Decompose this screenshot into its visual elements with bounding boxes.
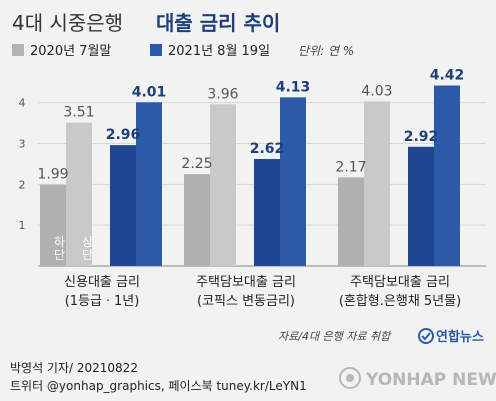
data-label-high: 4.03	[361, 83, 392, 99]
data-label-low: 2.96	[106, 127, 141, 143]
bar-high	[66, 122, 92, 266]
y-tick-label: 2	[19, 178, 26, 191]
category-label-line2: (코픽스 변동금리)	[197, 294, 295, 309]
y-tick-label: 3	[19, 138, 26, 151]
y-axis-ticks: 1 2 3 4	[19, 97, 26, 233]
data-label-high: 4.13	[276, 79, 311, 95]
y-tick-label: 4	[19, 97, 26, 110]
category-label-line1: 주택담보대출 금리	[350, 275, 450, 290]
y-tick-label: 1	[19, 219, 26, 232]
unit-label: 단위: 연 %	[298, 44, 354, 58]
credit-line-1: 박영석 기자/ 20210822	[10, 361, 138, 375]
bar-low	[338, 177, 364, 266]
category-label-line2: (1등급ㆍ1년)	[65, 294, 140, 309]
bar-high	[434, 85, 460, 267]
bar-low	[408, 146, 434, 266]
data-label-low: 2.25	[181, 156, 212, 172]
data-label-low: 2.17	[335, 159, 366, 175]
bar-low	[40, 184, 66, 266]
bars	[40, 85, 460, 267]
legend-label-2020: 2020년 7월말	[30, 44, 111, 59]
source-note: 자료/4대 은행 자료 취합	[278, 330, 392, 343]
category-labels: 신용대출 금리 (1등급ㆍ1년) 주택담보대출 금리 (코픽스 변동금리) 주택담보대출…	[64, 275, 461, 309]
watermark-text: YONHAP NEWS	[365, 370, 496, 390]
data-label-low: 1.99	[37, 167, 68, 183]
data-label-low: 2.92	[404, 129, 439, 145]
data-label-low: 2.62	[250, 141, 285, 157]
category-label-line1: 주택담보대출 금리	[196, 275, 296, 290]
data-label-high: 4.42	[430, 68, 465, 84]
brand-name: 연합뉴스	[436, 329, 484, 345]
bar-high	[280, 97, 306, 266]
legend-swatch-2020	[12, 44, 24, 56]
watermark: YONHAP NEWS	[339, 367, 496, 390]
brand-logo: 연합뉴스	[418, 328, 484, 345]
category-label-line2: (혼합형.은행채 5년물)	[339, 293, 461, 309]
data-label-high: 3.96	[207, 86, 238, 102]
legend-label-2021: 2021년 8월 19일	[168, 44, 270, 59]
bar-high	[364, 101, 390, 266]
bar-high	[136, 102, 162, 266]
credit-line-2: 트위터 @yonhap_graphics, 페이스북 tuney.kr/LeYN…	[10, 379, 307, 393]
legend-swatch-2021	[150, 44, 162, 56]
data-label-high: 3.51	[63, 105, 94, 121]
bar-low	[254, 159, 280, 266]
bar-low	[110, 145, 136, 266]
data-label-high: 4.01	[132, 84, 167, 100]
title-main: 대출 금리 추이	[156, 11, 280, 35]
category-label-line1: 신용대출 금리	[64, 275, 140, 290]
bar-low	[184, 174, 210, 266]
bar-high	[210, 104, 236, 266]
data-labels: 1.99 3.51 2.96 4.01 2.25 3.96 2.62 4.13 2.17 4.03…	[37, 68, 464, 183]
title-prefix: 4대 시중은행	[12, 11, 123, 35]
